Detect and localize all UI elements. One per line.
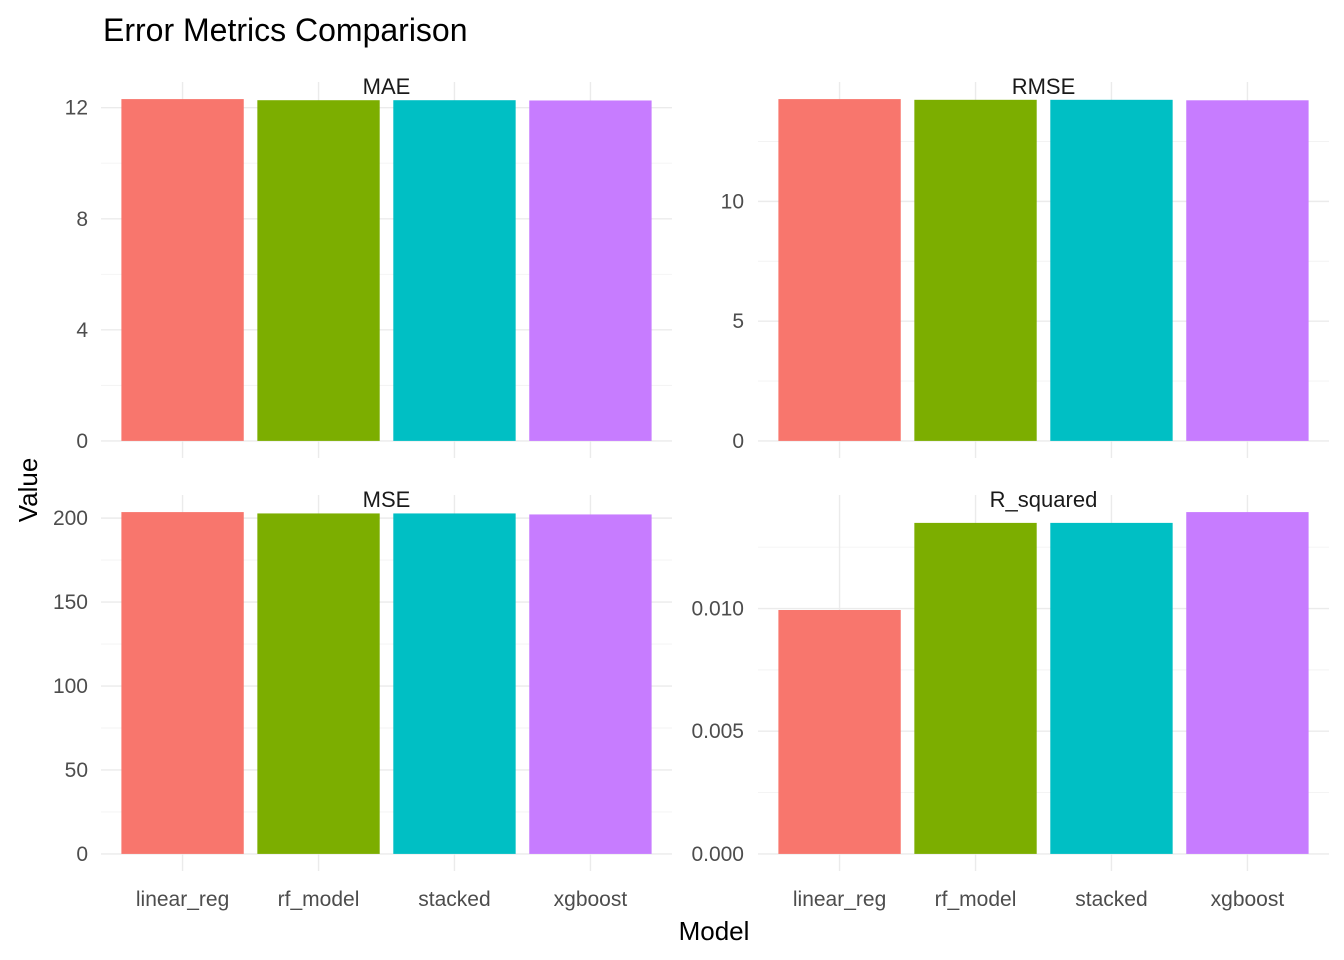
- facet-panel-rmse: 0 5 10 RMSE: [721, 74, 1329, 458]
- facet-panel-mae: 0 4 8 12 MAE: [65, 74, 672, 458]
- bar-mae-linear_reg: [121, 99, 244, 441]
- bar-r_squared-linear_reg: [778, 609, 901, 854]
- bar-r_squared-xgboost: [1186, 512, 1309, 854]
- x-tick-label: xgboost: [1211, 888, 1285, 911]
- y-tick-label: 10: [721, 190, 744, 213]
- x-tick-label: rf_model: [935, 888, 1017, 911]
- bar-rmse-xgboost: [1186, 100, 1309, 441]
- facet-panel-mse: 0 50 100 150 200 MSE linear_reg rf_model stacked…: [53, 487, 672, 911]
- facet-strip-label: RMSE: [1012, 74, 1076, 99]
- x-tick-label: rf_model: [278, 888, 360, 911]
- bar-mae-rf_model: [257, 100, 380, 441]
- x-tick-label: stacked: [418, 888, 490, 911]
- y-tick-label: 8: [76, 208, 88, 231]
- x-tick-label: linear_reg: [136, 888, 229, 911]
- bar-mae-xgboost: [529, 100, 652, 441]
- y-tick-label: 0: [76, 843, 88, 866]
- bar-mse-rf_model: [257, 513, 380, 854]
- y-tick-label: 0.005: [691, 720, 744, 743]
- y-tick-label: 4: [76, 319, 88, 342]
- bar-rmse-rf_model: [914, 99, 1037, 441]
- chart-title: Error Metrics Comparison: [103, 12, 468, 48]
- x-tick-label: stacked: [1075, 888, 1147, 911]
- bar-rmse-linear_reg: [778, 99, 901, 441]
- bar-mse-linear_reg: [121, 512, 244, 854]
- x-axis-title: Model: [679, 916, 750, 946]
- bar-mse-stacked: [393, 513, 516, 854]
- y-tick-label: 200: [53, 507, 88, 530]
- facet-panels: 0 4 8 12 MAE 0 5 10 RMSE 0 50 100 150 200 MSE linear_re…: [53, 74, 1329, 911]
- y-tick-label: 0.000: [691, 843, 744, 866]
- x-tick-label: linear_reg: [793, 888, 886, 911]
- facet-panel-r_squared: 0.000 0.005 0.010 R_squared linear_reg rf_mod…: [691, 487, 1329, 911]
- y-tick-label: 50: [65, 759, 88, 782]
- bar-mse-xgboost: [529, 514, 652, 854]
- y-tick-label: 0.010: [691, 598, 744, 621]
- y-tick-label: 12: [65, 97, 88, 120]
- bar-rmse-stacked: [1050, 99, 1173, 441]
- y-tick-label: 0: [732, 430, 744, 453]
- y-tick-label: 150: [53, 591, 88, 614]
- bar-r_squared-stacked: [1050, 522, 1173, 854]
- bar-mae-stacked: [393, 100, 516, 441]
- y-axis-title: Value: [13, 458, 43, 523]
- y-tick-label: 5: [732, 310, 744, 333]
- x-tick-label: xgboost: [554, 888, 628, 911]
- facet-strip-label: R_squared: [990, 487, 1098, 512]
- facet-strip-label: MSE: [363, 487, 411, 512]
- y-tick-label: 100: [53, 675, 88, 698]
- facet-strip-label: MAE: [363, 74, 411, 99]
- bar-r_squared-rf_model: [914, 522, 1037, 854]
- y-tick-label: 0: [76, 430, 88, 453]
